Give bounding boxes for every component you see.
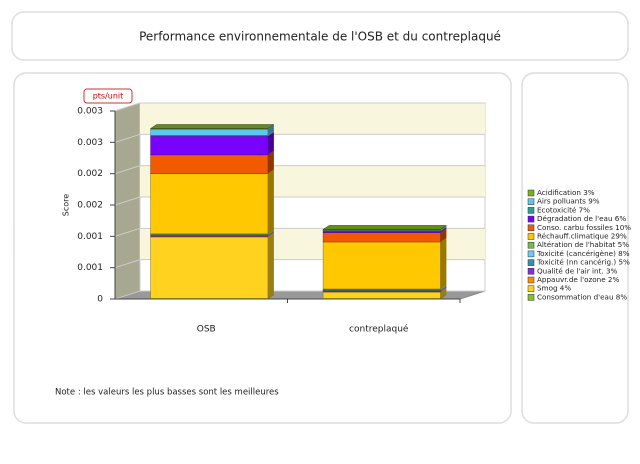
y-tick-label: 0.002 — [77, 169, 103, 179]
y-tick-label: 0.001 — [77, 263, 103, 273]
legend-label: Smog 4% — [537, 284, 571, 293]
legend-label: Appauvr.de l'ozone 2% — [537, 275, 619, 284]
bar-side — [267, 125, 274, 136]
legend-label: Consommation d'eau 8% — [537, 292, 627, 301]
y-tick-label: 0.003 — [77, 107, 103, 117]
bar-segment — [322, 291, 441, 299]
legend-label: Conso. carbu fossiles 10% — [537, 223, 631, 232]
bar-side — [267, 131, 274, 137]
legend-label: Altération de l'habitat 5% — [537, 240, 629, 249]
bar-segment — [150, 173, 269, 235]
bar-side — [440, 228, 447, 242]
legend-swatch — [527, 285, 535, 292]
grid-line — [114, 133, 485, 143]
bar-segment — [150, 135, 269, 156]
legend-label: Airs polluants 9% — [537, 197, 600, 206]
bar-side — [267, 232, 274, 237]
bar-top — [322, 225, 448, 230]
y-tick-label: 0 — [97, 295, 103, 305]
legend-swatch — [527, 241, 535, 249]
legend-swatch — [527, 215, 535, 223]
legend-swatch — [527, 276, 535, 284]
x-tick-label: contreplaqué — [349, 324, 409, 335]
bar-side — [267, 231, 274, 236]
bar-side — [440, 226, 447, 232]
legend-label: Qualité de l'air int. 3% — [537, 266, 618, 275]
y-tick-label: 0.003 — [77, 138, 103, 148]
unit-box — [83, 88, 133, 104]
y-tick-label: 0.002 — [77, 201, 103, 211]
bar-side — [267, 229, 274, 235]
legend-label: Ecotoxicité 7% — [537, 205, 590, 214]
bar-side — [440, 227, 447, 233]
bar-side — [267, 232, 274, 299]
legend-label: Acidification 3% — [537, 188, 595, 197]
bar-segment — [322, 241, 441, 290]
legend-swatch — [527, 294, 535, 301]
legend-label: Dégradation de l'eau 6% — [537, 214, 626, 223]
bar-side — [267, 169, 274, 234]
bar-side — [440, 286, 447, 292]
legend-label: Toxicité (cancérigène) 8% — [536, 249, 630, 258]
bar-side — [440, 288, 447, 299]
grid-line — [114, 102, 485, 112]
legend-panel — [521, 72, 629, 424]
legend-label: Toxicité (nn cancérig.) 5% — [536, 258, 630, 267]
bar-segment — [150, 154, 269, 174]
y-tick-label: 0.001 — [77, 232, 103, 242]
legend-swatch — [527, 189, 535, 197]
x-tick-label: OSB — [197, 325, 216, 335]
bar-side — [440, 237, 447, 289]
bar-side — [267, 231, 274, 237]
legend-label: Réchauff.climatique 29% — [537, 232, 627, 241]
chart-title: Performance environnementale de l'OSB et… — [139, 30, 501, 44]
y-axis-label: Score — [62, 194, 71, 216]
bar-side — [440, 286, 447, 291]
bar-side — [267, 230, 274, 236]
legend-swatch — [527, 233, 535, 240]
bar-side — [267, 294, 274, 299]
legend-swatch — [527, 259, 535, 266]
bar-side — [440, 287, 447, 293]
bar-side — [440, 226, 447, 231]
bar-side — [440, 284, 447, 290]
bar-segment — [322, 232, 441, 243]
unit-label: pts/unit — [93, 92, 124, 101]
bar-segment — [150, 128, 269, 136]
bar-side — [267, 150, 274, 174]
legend-swatch — [527, 250, 535, 258]
bar-top — [149, 124, 275, 129]
grid-line — [114, 165, 485, 175]
bar-side — [440, 285, 447, 291]
legend-swatch — [527, 207, 535, 214]
legend-swatch — [527, 224, 535, 232]
legend-swatch — [527, 268, 535, 275]
bar-side — [440, 294, 447, 299]
grid-line — [114, 196, 485, 206]
title-panel — [11, 11, 629, 61]
legend-swatch — [527, 198, 535, 205]
bar-segment — [150, 236, 269, 299]
note: Note : les valeurs les plus basses sont … — [55, 388, 279, 398]
bar-side — [267, 132, 274, 155]
